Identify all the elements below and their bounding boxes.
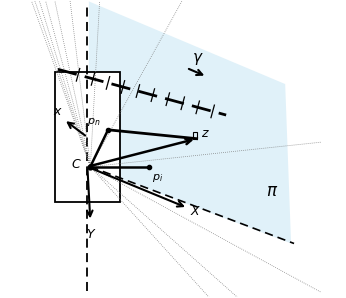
Text: z: z [201,127,208,140]
Text: $p_n$: $p_n$ [88,116,101,128]
Text: $\gamma$: $\gamma$ [192,51,204,67]
Text: $\pi$: $\pi$ [266,183,278,200]
Text: x: x [53,105,61,118]
Text: Y: Y [86,228,93,240]
Polygon shape [89,1,291,243]
Text: C: C [71,158,80,171]
Polygon shape [55,72,120,202]
Text: $p_i$: $p_i$ [152,172,164,184]
Text: X: X [191,205,199,218]
